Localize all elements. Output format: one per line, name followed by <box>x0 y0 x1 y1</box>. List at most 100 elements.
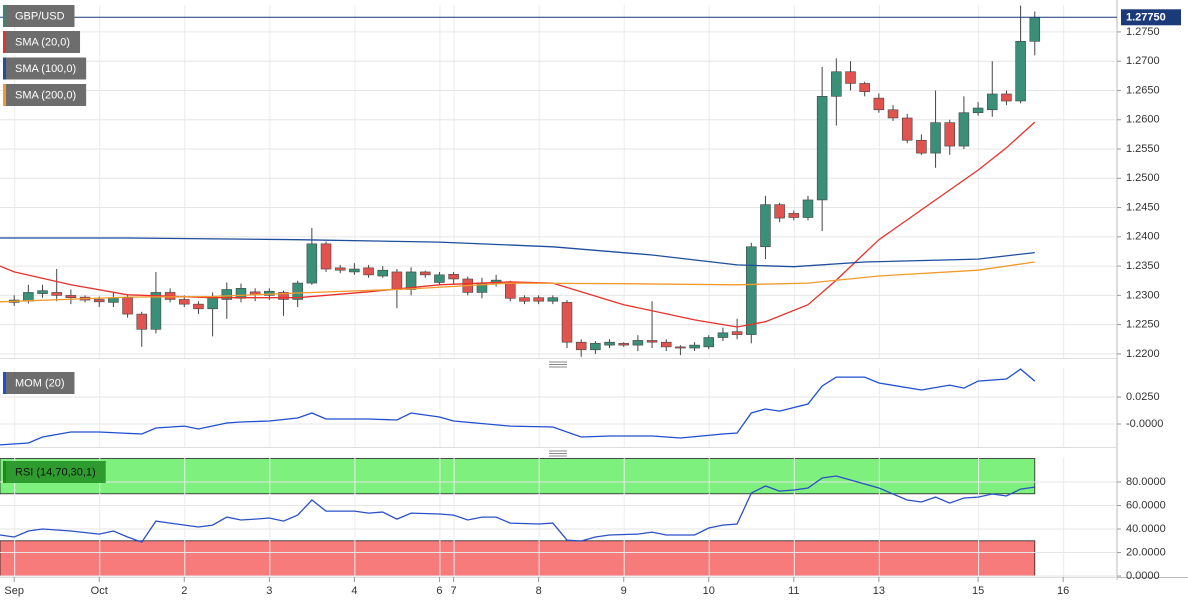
candle-body <box>703 337 715 348</box>
candle-body <box>23 292 34 302</box>
legend-label: SMA (100,0) <box>15 63 76 75</box>
line-series <box>0 237 1035 268</box>
candle-body <box>689 344 700 349</box>
panel-handles <box>549 361 567 457</box>
y-tick-label: 0.0250 <box>1126 391 1160 403</box>
last-price-box <box>1121 9 1181 26</box>
candle-body <box>1001 93 1012 102</box>
candle-body <box>108 297 119 303</box>
candle-body <box>916 139 927 154</box>
candle-body <box>760 204 771 248</box>
y-tick-label: 1.2250 <box>1126 319 1160 331</box>
candle-body <box>604 341 615 346</box>
candle-body <box>646 340 658 343</box>
candle-body <box>136 313 148 330</box>
x-tick-label: 2 <box>181 585 187 597</box>
y-tick-label: 1.2400 <box>1126 231 1160 243</box>
candle-body <box>660 341 672 348</box>
candle-body <box>306 243 318 284</box>
legend-box <box>3 5 75 27</box>
candle-body <box>547 297 559 302</box>
candle-body <box>972 107 984 114</box>
x-tick-label: 11 <box>788 585 799 597</box>
legend-box <box>3 84 87 106</box>
y-tick-label: 60.0000 <box>1126 499 1166 511</box>
x-tick-label: 4 <box>351 585 357 597</box>
line-series <box>0 121 1036 328</box>
line-series <box>0 261 1035 303</box>
candle-body <box>320 243 332 270</box>
x-tick-label: 13 <box>873 585 885 597</box>
candle-body <box>292 282 303 300</box>
candle-body <box>717 332 729 338</box>
candle-body <box>887 109 899 119</box>
candle-body <box>150 292 162 330</box>
y-tick-label: -0.0000 <box>1126 418 1163 430</box>
legend-swatch <box>3 31 6 53</box>
candle-body <box>93 299 105 303</box>
candle-body <box>1015 40 1026 102</box>
candle-body <box>434 274 445 283</box>
candle-body <box>831 71 842 97</box>
line-series <box>0 368 1036 446</box>
legend-label: GBP/USD <box>15 10 65 22</box>
candle-body <box>51 292 62 296</box>
candle-body <box>448 273 459 280</box>
candle-body <box>193 303 204 310</box>
candle-body <box>944 122 955 147</box>
candle-body <box>377 269 388 277</box>
candle-body <box>278 292 289 300</box>
y-tick-label: 1.2450 <box>1126 201 1160 213</box>
y-tick-label: 80.0000 <box>1126 476 1166 488</box>
x-tick-label: 8 <box>536 585 542 597</box>
candle-body <box>561 302 573 343</box>
candle-body <box>873 97 885 111</box>
candle-body <box>37 290 48 294</box>
legend-box <box>3 57 87 80</box>
legend-swatch <box>3 461 6 483</box>
candle-body <box>179 299 190 305</box>
x-tick-label: Sep <box>4 585 24 597</box>
y-tick-label: 40.0000 <box>1126 523 1166 535</box>
y-tick-label: 20.0000 <box>1126 546 1166 558</box>
x-tick-label: 10 <box>703 585 715 597</box>
candle-body <box>930 122 941 154</box>
candle-body <box>519 297 530 302</box>
candle-body <box>901 117 913 141</box>
band <box>0 540 1036 577</box>
legend-box <box>3 372 75 394</box>
last-price-label: 1.27750 <box>1126 12 1166 24</box>
candle-body <box>207 297 218 310</box>
band <box>0 458 1036 495</box>
candle-body <box>788 213 800 218</box>
y-tick-label: 1.2750 <box>1126 26 1160 38</box>
y-tick-label: 1.2500 <box>1126 172 1160 184</box>
candle-body <box>221 289 233 300</box>
candle-body <box>505 282 516 299</box>
candle-body <box>859 83 870 92</box>
candle-body <box>235 288 247 299</box>
candle-body <box>590 343 601 351</box>
x-tick-label: 6 <box>436 585 442 597</box>
candle-body <box>533 297 544 302</box>
y-tick-label: 1.2550 <box>1126 143 1160 155</box>
x-tick-label: 15 <box>972 585 984 597</box>
legend-swatch <box>3 57 6 80</box>
legend-box <box>3 461 106 483</box>
candle-body <box>363 267 374 276</box>
legend-label: MOM (20) <box>15 377 65 389</box>
legend-swatch <box>3 372 6 394</box>
candle-body <box>774 204 785 219</box>
candle-body <box>632 340 644 346</box>
y-tick-label: 0.0000 <box>1126 570 1160 582</box>
y-tick-label: 1.2600 <box>1126 114 1160 126</box>
legend-swatch <box>3 5 6 27</box>
legend-label: SMA (200,0) <box>15 89 76 101</box>
candle-body <box>986 93 998 111</box>
candle-body <box>391 271 403 290</box>
candle-body <box>65 295 77 299</box>
x-tick-label: 3 <box>266 585 272 597</box>
